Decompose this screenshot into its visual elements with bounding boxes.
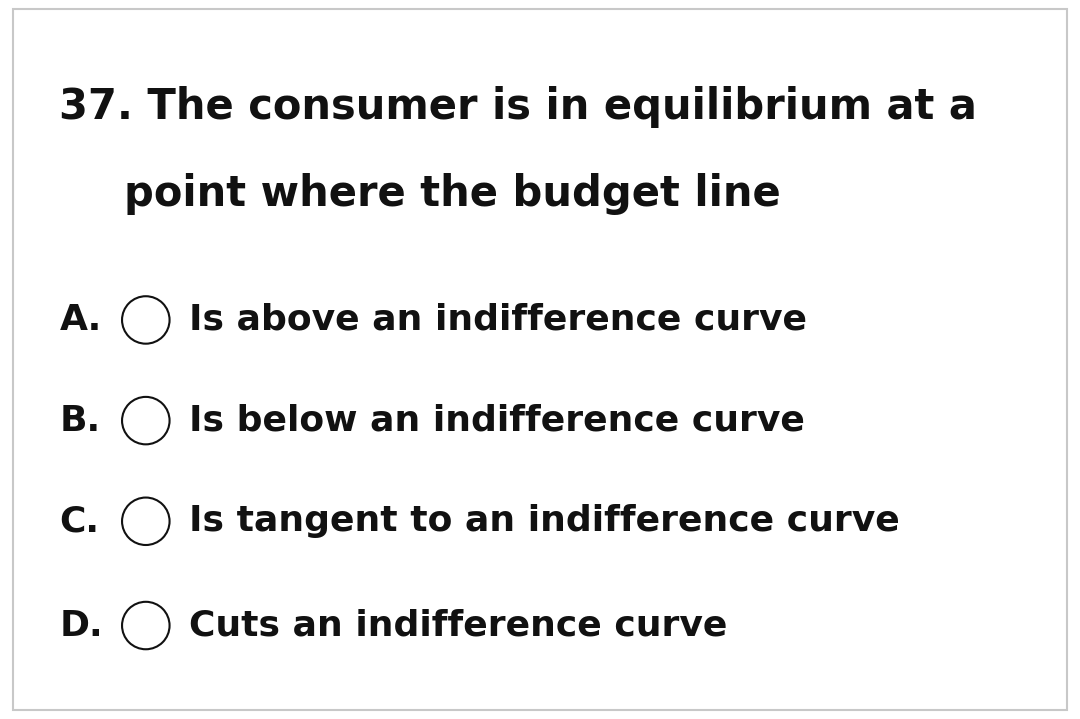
Text: Is below an indifference curve: Is below an indifference curve: [189, 403, 805, 438]
Text: D.: D.: [59, 608, 103, 643]
Text: Cuts an indifference curve: Cuts an indifference curve: [189, 608, 727, 643]
Text: 37. The consumer is in equilibrium at a: 37. The consumer is in equilibrium at a: [59, 86, 977, 128]
Text: Is tangent to an indifference curve: Is tangent to an indifference curve: [189, 504, 900, 539]
Text: B.: B.: [59, 403, 100, 438]
Text: point where the budget line: point where the budget line: [124, 173, 781, 214]
Text: C.: C.: [59, 504, 99, 539]
Text: A.: A.: [59, 303, 102, 337]
Text: Is above an indifference curve: Is above an indifference curve: [189, 303, 807, 337]
